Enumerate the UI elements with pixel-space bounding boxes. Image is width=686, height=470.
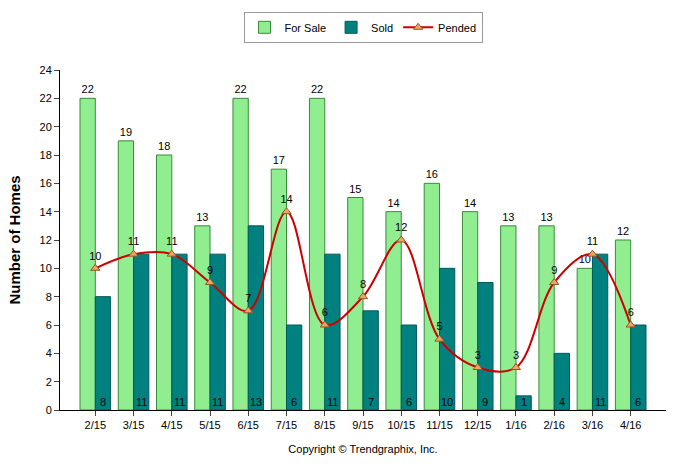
svg-text:24: 24: [40, 64, 52, 76]
svg-text:16: 16: [426, 168, 438, 180]
svg-text:6/15: 6/15: [238, 419, 259, 431]
svg-text:13: 13: [540, 211, 552, 223]
svg-text:Sold: Sold: [371, 22, 393, 34]
svg-text:11: 11: [212, 396, 223, 408]
svg-text:11: 11: [128, 235, 139, 247]
svg-text:8: 8: [360, 278, 366, 290]
svg-text:6: 6: [291, 396, 297, 408]
svg-text:19: 19: [120, 126, 132, 138]
svg-text:For Sale: For Sale: [285, 22, 327, 34]
svg-text:13: 13: [502, 211, 514, 223]
svg-text:10: 10: [89, 250, 101, 262]
svg-text:6: 6: [628, 306, 634, 318]
svg-text:11: 11: [327, 396, 338, 408]
svg-text:6: 6: [46, 319, 52, 331]
svg-text:7/15: 7/15: [276, 419, 297, 431]
svg-text:22: 22: [40, 92, 52, 104]
svg-text:8/15: 8/15: [314, 419, 335, 431]
svg-text:2/15: 2/15: [85, 419, 106, 431]
svg-text:5: 5: [436, 320, 442, 332]
svg-text:17: 17: [273, 154, 285, 166]
svg-text:0: 0: [46, 404, 52, 416]
svg-text:1: 1: [521, 396, 527, 408]
svg-text:12: 12: [395, 221, 407, 233]
svg-text:12: 12: [617, 225, 629, 237]
svg-text:22: 22: [234, 83, 246, 95]
svg-text:11: 11: [174, 396, 185, 408]
svg-text:6: 6: [322, 306, 328, 318]
svg-text:10: 10: [441, 396, 453, 408]
svg-text:6: 6: [635, 396, 641, 408]
svg-text:22: 22: [311, 83, 323, 95]
svg-text:7: 7: [245, 292, 251, 304]
svg-text:22: 22: [82, 83, 94, 95]
svg-text:9: 9: [482, 396, 488, 408]
svg-text:11: 11: [166, 235, 177, 247]
svg-text:2: 2: [46, 376, 52, 388]
svg-text:5/15: 5/15: [199, 419, 220, 431]
svg-text:1/16: 1/16: [505, 419, 526, 431]
svg-text:13: 13: [250, 396, 262, 408]
svg-text:4: 4: [559, 396, 565, 408]
svg-text:3/15: 3/15: [123, 419, 144, 431]
svg-text:10/15: 10/15: [387, 419, 415, 431]
svg-text:18: 18: [40, 149, 52, 161]
svg-text:20: 20: [40, 121, 52, 133]
svg-text:4/16: 4/16: [620, 419, 641, 431]
svg-text:8: 8: [46, 291, 52, 303]
svg-text:12/15: 12/15: [464, 419, 492, 431]
svg-text:4: 4: [46, 347, 52, 359]
svg-text:18: 18: [158, 140, 170, 152]
svg-text:Pended: Pended: [438, 22, 476, 34]
svg-text:3: 3: [513, 349, 519, 361]
svg-text:3: 3: [475, 349, 481, 361]
svg-text:11: 11: [136, 396, 147, 408]
svg-text:14: 14: [40, 206, 52, 218]
svg-text:8: 8: [100, 396, 106, 408]
svg-text:2/16: 2/16: [543, 419, 564, 431]
svg-text:9: 9: [207, 264, 213, 276]
svg-text:16: 16: [40, 177, 52, 189]
svg-text:11/15: 11/15: [426, 419, 453, 431]
svg-text:9: 9: [551, 264, 557, 276]
svg-text:14: 14: [464, 197, 476, 209]
svg-text:Copyright © Trendgraphix, Inc.: Copyright © Trendgraphix, Inc.: [288, 443, 437, 455]
svg-text:3/16: 3/16: [582, 419, 603, 431]
svg-text:13: 13: [196, 211, 208, 223]
svg-text:6: 6: [406, 396, 412, 408]
svg-text:9/15: 9/15: [352, 419, 373, 431]
svg-text:11: 11: [587, 235, 598, 247]
svg-text:4/15: 4/15: [161, 419, 182, 431]
svg-text:10: 10: [579, 253, 591, 265]
svg-text:11: 11: [595, 396, 606, 408]
svg-text:10: 10: [40, 262, 52, 274]
svg-text:14: 14: [387, 197, 399, 209]
svg-text:Number of Homes: Number of Homes: [6, 175, 23, 304]
svg-text:14: 14: [280, 193, 292, 205]
svg-text:12: 12: [40, 234, 52, 246]
svg-text:15: 15: [349, 183, 361, 195]
svg-text:7: 7: [368, 396, 374, 408]
